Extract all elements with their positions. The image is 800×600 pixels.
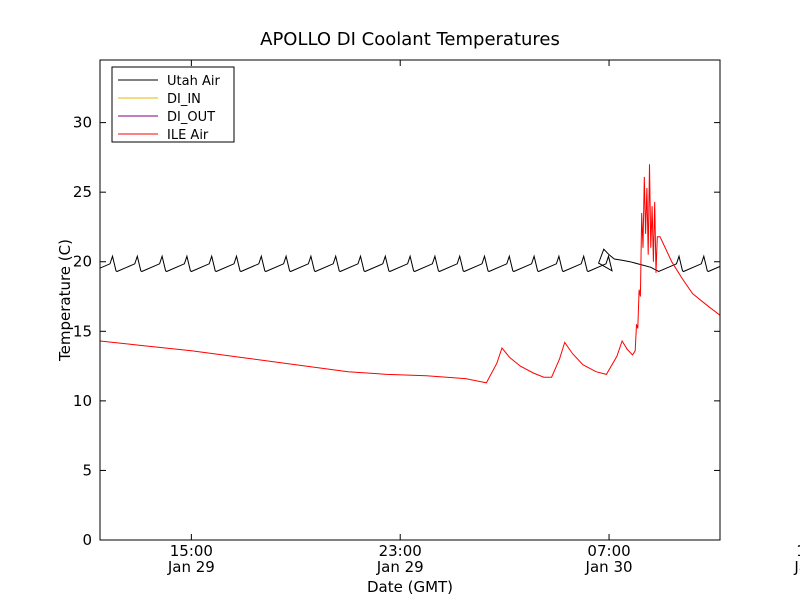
x-tick-date-label: Jan 29 (167, 558, 215, 576)
legend-label: ILE Air (167, 128, 209, 143)
x-tick-date-label: Jan 30 (793, 558, 800, 576)
y-tick-label: 0 (82, 531, 92, 549)
legend-label: DI_OUT (167, 110, 215, 125)
series-line-utah-air (100, 248, 720, 273)
x-tick-label: 15:00 (796, 542, 800, 560)
legend: Utah Air DI_IN DI_OUT ILE Air (111, 66, 235, 143)
y-tick-label: 5 (82, 461, 92, 479)
series-line-ile-air (100, 164, 720, 384)
y-tick-label: 25 (73, 183, 92, 201)
y-tick-label: 10 (73, 392, 92, 410)
x-tick-date-label: Jan 30 (585, 558, 633, 576)
y-tick-label: 15 (73, 322, 92, 340)
plot-area (100, 164, 720, 384)
legend-label: DI_IN (167, 92, 201, 107)
legend-label: Utah Air (167, 74, 220, 89)
chart-title: APOLLO DI Coolant Temperatures (260, 29, 560, 50)
y-axis: 0 5 10 15 20 25 30 (73, 114, 720, 549)
y-axis-label: Temperature (C) (56, 239, 74, 362)
x-tick-label: 23:00 (379, 542, 422, 560)
x-tick-label: 07:00 (587, 542, 630, 560)
plot-frame (99, 59, 721, 541)
x-tick-date-label: Jan 29 (376, 558, 424, 576)
y-tick-label: 30 (73, 114, 92, 132)
y-tick-label: 20 (73, 253, 92, 271)
x-axis-label: Date (GMT) (367, 578, 453, 596)
x-tick-label: 15:00 (170, 542, 213, 560)
